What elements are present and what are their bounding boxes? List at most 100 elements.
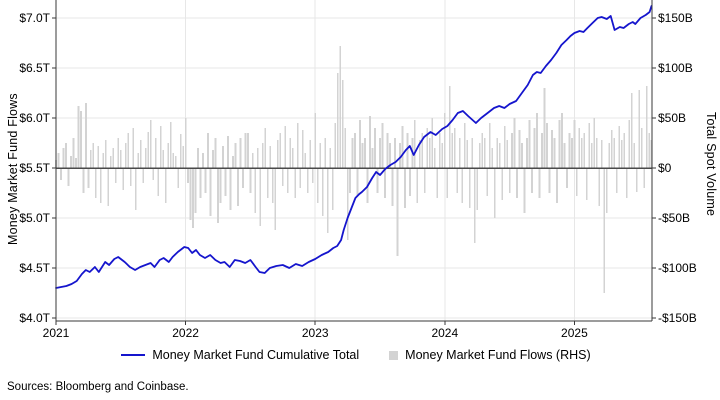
flow-bar bbox=[414, 120, 416, 168]
flow-bar bbox=[162, 150, 165, 168]
flow-bar bbox=[177, 168, 179, 188]
right-axis-tick-label: -$100B bbox=[658, 261, 697, 275]
flow-bar bbox=[553, 138, 556, 168]
flow-bar bbox=[144, 148, 147, 168]
flow-bar bbox=[336, 73, 339, 168]
flow-bar bbox=[222, 146, 224, 168]
flow-bar bbox=[481, 133, 484, 168]
flow-bar bbox=[132, 128, 135, 168]
x-axis-tick-label: 2024 bbox=[431, 326, 458, 340]
flow-bar bbox=[139, 140, 142, 168]
x-axis-tick-label: 2023 bbox=[302, 326, 329, 340]
flow-bar bbox=[127, 133, 130, 168]
flow-bar bbox=[122, 168, 125, 190]
flow-bar bbox=[551, 130, 553, 168]
flow-bar bbox=[628, 120, 631, 168]
flow-bar bbox=[374, 128, 376, 168]
flow-bar bbox=[306, 168, 309, 193]
flow-bar bbox=[496, 138, 498, 168]
flow-bar bbox=[473, 168, 476, 243]
flow-bar bbox=[257, 148, 259, 168]
flow-bar bbox=[90, 150, 92, 168]
flow-bar bbox=[461, 168, 464, 203]
flow-bar bbox=[85, 103, 87, 168]
flow-bar bbox=[458, 138, 461, 168]
flow-bar bbox=[466, 140, 469, 168]
flow-bar bbox=[107, 168, 110, 206]
flow-bar bbox=[451, 133, 454, 168]
flow-bar bbox=[630, 93, 633, 168]
flow-bar bbox=[189, 168, 192, 220]
flow-bar bbox=[364, 138, 366, 168]
flow-bar bbox=[618, 126, 621, 168]
flow-bar bbox=[396, 168, 399, 256]
flow-bar bbox=[242, 168, 244, 188]
flow-bar bbox=[463, 123, 466, 168]
flow-bar bbox=[429, 138, 431, 168]
flow-bar bbox=[67, 168, 70, 186]
legend-label-fund-flows: Money Market Fund Flows (RHS) bbox=[405, 348, 591, 362]
left-axis-tick-label: $5.0T bbox=[19, 211, 50, 225]
flow-bar bbox=[468, 168, 471, 208]
flow-bar bbox=[227, 136, 229, 168]
flow-bar bbox=[87, 168, 90, 188]
flow-bar bbox=[548, 168, 551, 193]
flow-bar bbox=[583, 133, 586, 168]
flow-bar bbox=[633, 143, 636, 168]
flow-bar bbox=[212, 150, 214, 168]
flow-bar bbox=[259, 168, 262, 226]
flow-bar bbox=[286, 168, 289, 193]
flow-bar bbox=[511, 133, 513, 168]
flow-bar bbox=[204, 168, 207, 193]
flow-bar bbox=[610, 130, 613, 168]
flow-bar bbox=[581, 138, 583, 168]
flow-bar bbox=[104, 140, 107, 168]
flow-bar bbox=[391, 168, 394, 206]
flow-bar bbox=[409, 168, 411, 196]
flow-bar bbox=[217, 168, 219, 223]
flow-bar bbox=[558, 120, 561, 168]
flow-bar bbox=[486, 168, 489, 196]
flow-bar bbox=[269, 146, 272, 168]
flow-bar bbox=[556, 168, 558, 203]
flow-bar bbox=[349, 168, 351, 193]
flow-bar bbox=[65, 143, 67, 168]
flow-bar bbox=[603, 168, 606, 293]
flow-bar bbox=[426, 128, 429, 168]
flow-bar bbox=[518, 130, 521, 168]
flow-bar bbox=[57, 153, 60, 168]
flow-bar bbox=[172, 153, 174, 168]
flow-bar bbox=[498, 143, 501, 168]
left-axis-tick-label: $6.5T bbox=[19, 61, 50, 75]
flow-bar bbox=[92, 143, 95, 168]
legend-label-cumulative-total: Money Market Fund Cumulative Total bbox=[152, 348, 360, 362]
flow-bar bbox=[214, 138, 217, 168]
flow-bar bbox=[376, 168, 379, 193]
flow-bar bbox=[229, 168, 232, 210]
flow-bar bbox=[224, 168, 227, 196]
left-axis-tick-label: $7.0T bbox=[19, 11, 50, 25]
flow-bar bbox=[438, 133, 441, 168]
flow-bar bbox=[70, 156, 72, 168]
flow-bar bbox=[311, 168, 314, 183]
flow-bar bbox=[187, 168, 189, 183]
flow-bar bbox=[501, 168, 503, 200]
flow-bar bbox=[75, 158, 77, 168]
flow-bar bbox=[546, 123, 548, 168]
cumulative-total-line bbox=[55, 5, 653, 289]
flow-bar bbox=[446, 168, 449, 198]
flow-bar bbox=[266, 168, 269, 198]
flow-bar bbox=[563, 143, 566, 168]
flow-bar bbox=[523, 168, 526, 213]
flow-bar bbox=[134, 168, 137, 210]
flow-bar bbox=[329, 148, 332, 168]
flow-bar bbox=[119, 150, 122, 168]
flow-bar bbox=[262, 143, 264, 168]
flow-bar bbox=[448, 86, 451, 168]
flow-bar bbox=[561, 113, 563, 168]
legend: Money Market Fund Cumulative Total Money… bbox=[0, 348, 712, 362]
flow-bar bbox=[319, 143, 322, 168]
flow-bar bbox=[536, 113, 538, 168]
flow-bar bbox=[521, 143, 523, 168]
right-axis-tick-label: $150B bbox=[658, 11, 693, 25]
